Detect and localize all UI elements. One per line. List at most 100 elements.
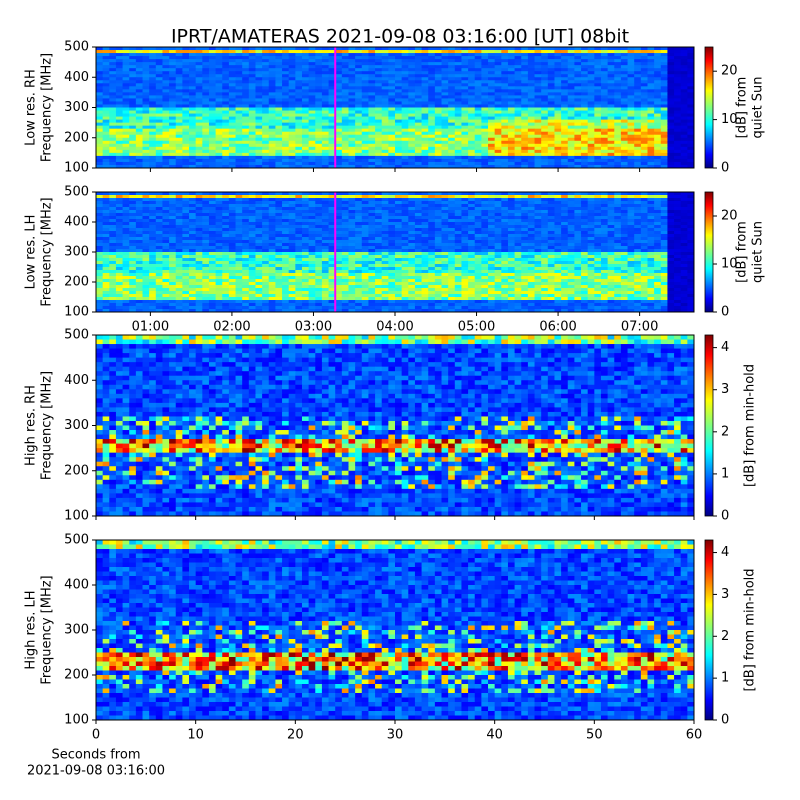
spectrogram-cell — [182, 119, 190, 124]
spectrogram-cell — [401, 195, 409, 199]
spectrogram-cell — [388, 222, 396, 226]
spectrogram-cell — [395, 158, 403, 163]
spectrogram-cell — [534, 98, 542, 102]
spectrogram-cell — [620, 152, 629, 157]
spectrogram-cell — [421, 222, 429, 226]
spectrogram-cell — [454, 65, 462, 69]
spectrogram-cell — [667, 210, 675, 214]
spectrogram-cell — [461, 210, 469, 214]
spectrogram-cell — [175, 65, 183, 69]
spectrogram-cell — [102, 110, 110, 115]
spectrogram-cell — [680, 231, 688, 235]
spectrogram-cell — [461, 234, 469, 238]
spectrogram-cell — [182, 225, 190, 229]
spectrogram-cell — [680, 47, 688, 51]
spectrogram-cell — [228, 62, 237, 66]
spectrogram-cell — [514, 59, 522, 63]
spectrogram-cell — [215, 134, 223, 139]
spectrogram-cell — [654, 140, 662, 145]
spectrogram-cell — [607, 143, 615, 148]
spectrogram-cell — [348, 201, 356, 205]
spectrogram-cell — [667, 140, 675, 145]
spectrogram-cell — [627, 228, 635, 232]
spectrogram-cell — [581, 146, 589, 151]
spectrogram-cell — [228, 164, 237, 169]
spectrogram-cell — [547, 104, 555, 108]
spectrogram-cell — [554, 77, 562, 81]
spectrogram-cell — [647, 116, 655, 121]
spectrogram-cell — [428, 86, 436, 90]
spectrogram-cell — [202, 140, 210, 145]
spectrogram-cell — [441, 62, 449, 66]
spectrogram-cell — [547, 125, 555, 130]
spectrogram-cell — [561, 110, 569, 115]
spectrogram-cell — [428, 71, 436, 75]
spectrogram-cell — [142, 146, 150, 151]
spectrogram-cell — [594, 71, 602, 75]
spectrogram-cell — [288, 198, 296, 202]
spectrogram-cell — [654, 204, 662, 208]
spectrogram-cell — [202, 225, 210, 229]
spectrogram-cell — [149, 213, 157, 217]
spectrogram-cell — [109, 158, 117, 163]
spectrogram-cell — [488, 68, 496, 72]
spectrogram-cell — [541, 137, 549, 142]
spectrogram-cell — [135, 207, 144, 211]
spectrogram-cell — [607, 155, 615, 160]
spectrogram-cell — [308, 71, 316, 75]
spectrogram-cell — [581, 53, 589, 57]
spectrogram-cell — [581, 77, 589, 81]
spectrogram-cell — [348, 143, 356, 148]
spectrogram-cell — [315, 122, 323, 127]
spectrogram-cell — [275, 107, 283, 112]
spectrogram-cell — [222, 50, 230, 54]
spectrogram-cell — [614, 119, 622, 124]
spectrogram-cell — [341, 219, 349, 223]
spectrogram-cell — [195, 207, 203, 211]
spectrogram-cell — [262, 74, 270, 78]
spectrogram-cell — [594, 213, 602, 217]
spectrogram-cell — [321, 77, 330, 81]
spectrogram-cell — [567, 198, 575, 202]
spectrogram-cell — [115, 222, 124, 226]
spectrogram-cell — [408, 158, 416, 163]
spectrogram-cell — [189, 77, 197, 81]
spectrogram-cell — [441, 210, 449, 214]
spectrogram-cell — [414, 86, 423, 90]
spectrogram-cell — [614, 122, 622, 127]
spectrogram-cell — [680, 77, 688, 81]
spectrogram-cell — [96, 161, 104, 166]
spectrogram-cell — [328, 98, 336, 102]
spectrogram-cell — [222, 152, 230, 157]
spectrogram-cell — [521, 80, 529, 84]
spectrogram-cell — [388, 143, 396, 148]
spectrogram-cell — [295, 125, 303, 130]
spectrogram-cell — [527, 143, 536, 148]
spectrogram-cell — [301, 143, 310, 148]
spectrogram-cell — [268, 228, 276, 232]
spectrogram-cell — [381, 225, 389, 229]
spectrogram-cell — [647, 195, 655, 199]
spectrogram-cell — [567, 98, 575, 102]
spectrogram-cell — [521, 198, 529, 202]
spectrogram-cell — [527, 104, 536, 108]
spectrogram-cell — [620, 149, 629, 154]
spectrogram-cell — [494, 222, 502, 226]
spectrogram-cell — [521, 104, 529, 108]
spectrogram-cell — [660, 195, 668, 199]
spectrogram-cell — [587, 192, 595, 196]
spectrogram-cell — [315, 110, 323, 115]
spectrogram-cell — [654, 161, 662, 166]
spectrogram-cell — [235, 152, 243, 157]
spectrogram-cell — [654, 125, 662, 130]
spectrogram-cell — [468, 201, 476, 205]
spectrogram-cell — [149, 98, 157, 102]
spectrogram-cell — [408, 228, 416, 232]
spectrogram-cell — [235, 131, 243, 136]
spectrogram-cell — [202, 210, 210, 214]
spectrogram-cell — [122, 143, 130, 148]
spectrogram-cell — [640, 107, 648, 112]
spectrogram-cell — [155, 237, 163, 241]
spectrogram-cell — [182, 164, 190, 169]
spectrogram-cell — [614, 146, 622, 151]
